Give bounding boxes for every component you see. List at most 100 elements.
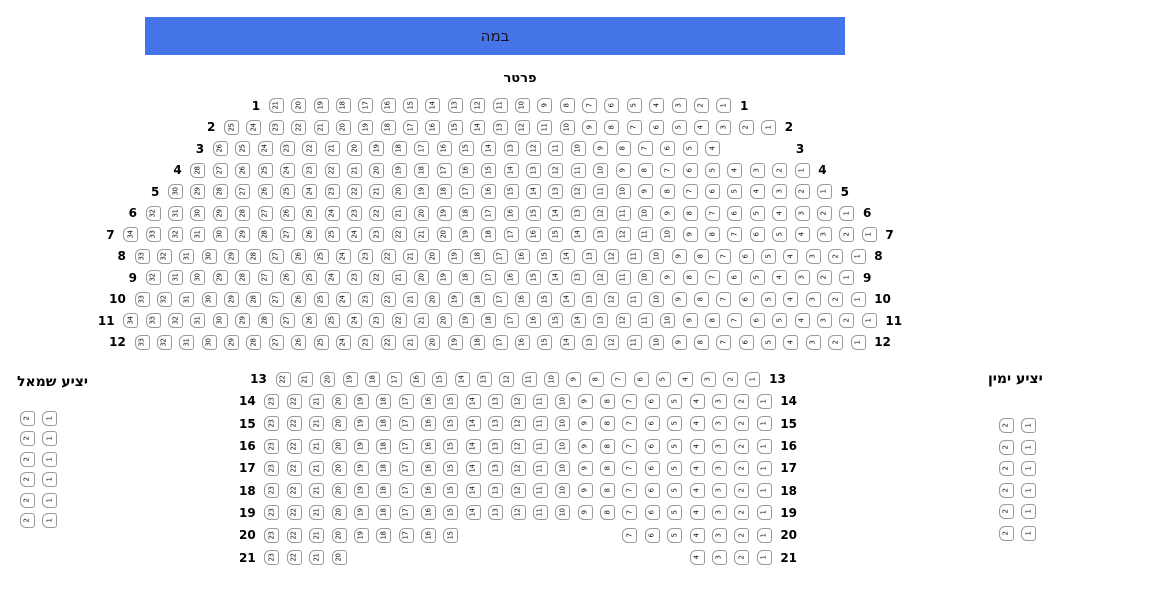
seat[interactable]: 18 <box>458 205 474 221</box>
seat[interactable]: 11 <box>637 227 653 243</box>
seat[interactable]: 7 <box>622 438 638 454</box>
seat[interactable]: 33 <box>145 313 161 329</box>
seat[interactable]: 13 <box>492 119 508 135</box>
seat[interactable]: 13 <box>476 371 492 387</box>
seat[interactable]: 12 <box>548 162 564 178</box>
seat[interactable]: 20 <box>369 162 385 178</box>
seat[interactable]: 4 <box>727 162 743 178</box>
seat[interactable]: 7 <box>716 248 732 264</box>
seat[interactable]: 5 <box>671 119 687 135</box>
seat[interactable]: 21 <box>403 248 418 264</box>
seat[interactable]: 22 <box>286 483 302 499</box>
seat[interactable]: 15 <box>443 438 459 454</box>
seat[interactable]: 15 <box>537 248 553 264</box>
seat[interactable]: 26 <box>235 162 251 178</box>
seat[interactable]: 15 <box>537 334 553 350</box>
seat[interactable]: 28 <box>246 248 262 264</box>
seat[interactable]: 11 <box>570 162 586 178</box>
seat[interactable]: 27 <box>212 162 228 178</box>
seat[interactable]: 17 <box>398 483 414 499</box>
seat[interactable]: 20 <box>347 141 363 157</box>
seat[interactable]: 9 <box>637 184 653 200</box>
seat[interactable]: 13 <box>570 270 586 286</box>
seat[interactable]: 30 <box>201 291 217 307</box>
seat[interactable]: 2 <box>723 371 739 387</box>
seat[interactable]: 17 <box>387 371 403 387</box>
seat[interactable]: 24 <box>324 205 340 221</box>
seat[interactable]: 33 <box>145 227 161 243</box>
seat[interactable]: 15 <box>443 505 459 521</box>
seat[interactable]: 6 <box>749 227 765 243</box>
seat[interactable]: 28 <box>235 270 251 286</box>
seat[interactable]: 24 <box>279 162 295 178</box>
seat[interactable]: 34 <box>123 313 139 329</box>
seat[interactable]: 30 <box>190 205 206 221</box>
seat[interactable]: 14 <box>559 248 575 264</box>
seat[interactable]: 20 <box>436 313 452 329</box>
seat[interactable]: 3 <box>716 119 732 135</box>
seat[interactable]: 10 <box>555 460 571 476</box>
seat[interactable]: 23 <box>358 248 374 264</box>
seat[interactable]: 31 <box>179 334 195 350</box>
seat[interactable]: 17 <box>492 248 508 264</box>
seat[interactable]: 1 <box>861 227 877 243</box>
seat[interactable]: 27 <box>279 313 295 329</box>
seat[interactable]: 30 <box>212 227 228 243</box>
seat[interactable]: 1 <box>42 513 58 529</box>
seat[interactable]: 13 <box>582 291 597 307</box>
seat[interactable]: 14 <box>548 205 564 221</box>
seat[interactable]: 12 <box>526 141 542 157</box>
seat[interactable]: 25 <box>302 205 318 221</box>
seat[interactable]: 13 <box>582 334 597 350</box>
seat[interactable]: 21 <box>309 483 325 499</box>
seat[interactable]: 3 <box>711 438 727 454</box>
seat[interactable]: 5 <box>667 483 683 499</box>
seat[interactable]: 27 <box>268 248 284 264</box>
seat[interactable]: 6 <box>644 505 660 521</box>
seat[interactable]: 22 <box>391 313 407 329</box>
seat[interactable]: 18 <box>376 438 392 454</box>
seat[interactable]: 6 <box>644 416 660 432</box>
seat[interactable]: 3 <box>816 227 832 243</box>
seat[interactable]: 25 <box>313 291 329 307</box>
seat[interactable]: 6 <box>644 483 660 499</box>
seat[interactable]: 20 <box>414 270 430 286</box>
seat[interactable]: 31 <box>179 291 195 307</box>
seat[interactable]: 11 <box>532 393 548 409</box>
seat[interactable]: 19 <box>353 483 369 499</box>
seat[interactable]: 3 <box>749 162 765 178</box>
seat[interactable]: 17 <box>403 119 418 135</box>
seat[interactable]: 21 <box>309 393 325 409</box>
seat[interactable]: 26 <box>291 334 307 350</box>
seat[interactable]: 11 <box>492 98 508 114</box>
seat[interactable]: 7 <box>705 270 721 286</box>
seat[interactable]: 21 <box>324 141 340 157</box>
seat[interactable]: 4 <box>689 393 705 409</box>
seat[interactable]: 14 <box>559 291 575 307</box>
seat[interactable]: 7 <box>622 416 638 432</box>
seat[interactable]: 12 <box>510 505 526 521</box>
seat[interactable]: 21 <box>369 184 385 200</box>
seat[interactable]: 12 <box>510 483 526 499</box>
seat[interactable]: 14 <box>470 119 486 135</box>
seat[interactable]: 17 <box>492 291 508 307</box>
seat[interactable]: 6 <box>644 438 660 454</box>
seat[interactable]: 11 <box>537 119 553 135</box>
seat[interactable]: 4 <box>689 505 705 521</box>
seat[interactable]: 30 <box>168 184 184 200</box>
seat[interactable]: 8 <box>693 334 709 350</box>
seat[interactable]: 5 <box>667 527 683 543</box>
seat[interactable]: 28 <box>235 205 251 221</box>
seat[interactable]: 10 <box>615 184 631 200</box>
seat[interactable]: 16 <box>503 205 519 221</box>
seat[interactable]: 23 <box>279 141 295 157</box>
seat[interactable]: 29 <box>190 184 206 200</box>
seat[interactable]: 28 <box>212 184 228 200</box>
seat[interactable]: 1 <box>850 291 866 307</box>
seat[interactable]: 18 <box>376 393 392 409</box>
seat[interactable]: 29 <box>224 334 239 350</box>
seat[interactable]: 8 <box>705 227 721 243</box>
seat[interactable]: 32 <box>145 270 161 286</box>
seat[interactable]: 26 <box>302 227 318 243</box>
seat[interactable]: 21 <box>309 505 325 521</box>
